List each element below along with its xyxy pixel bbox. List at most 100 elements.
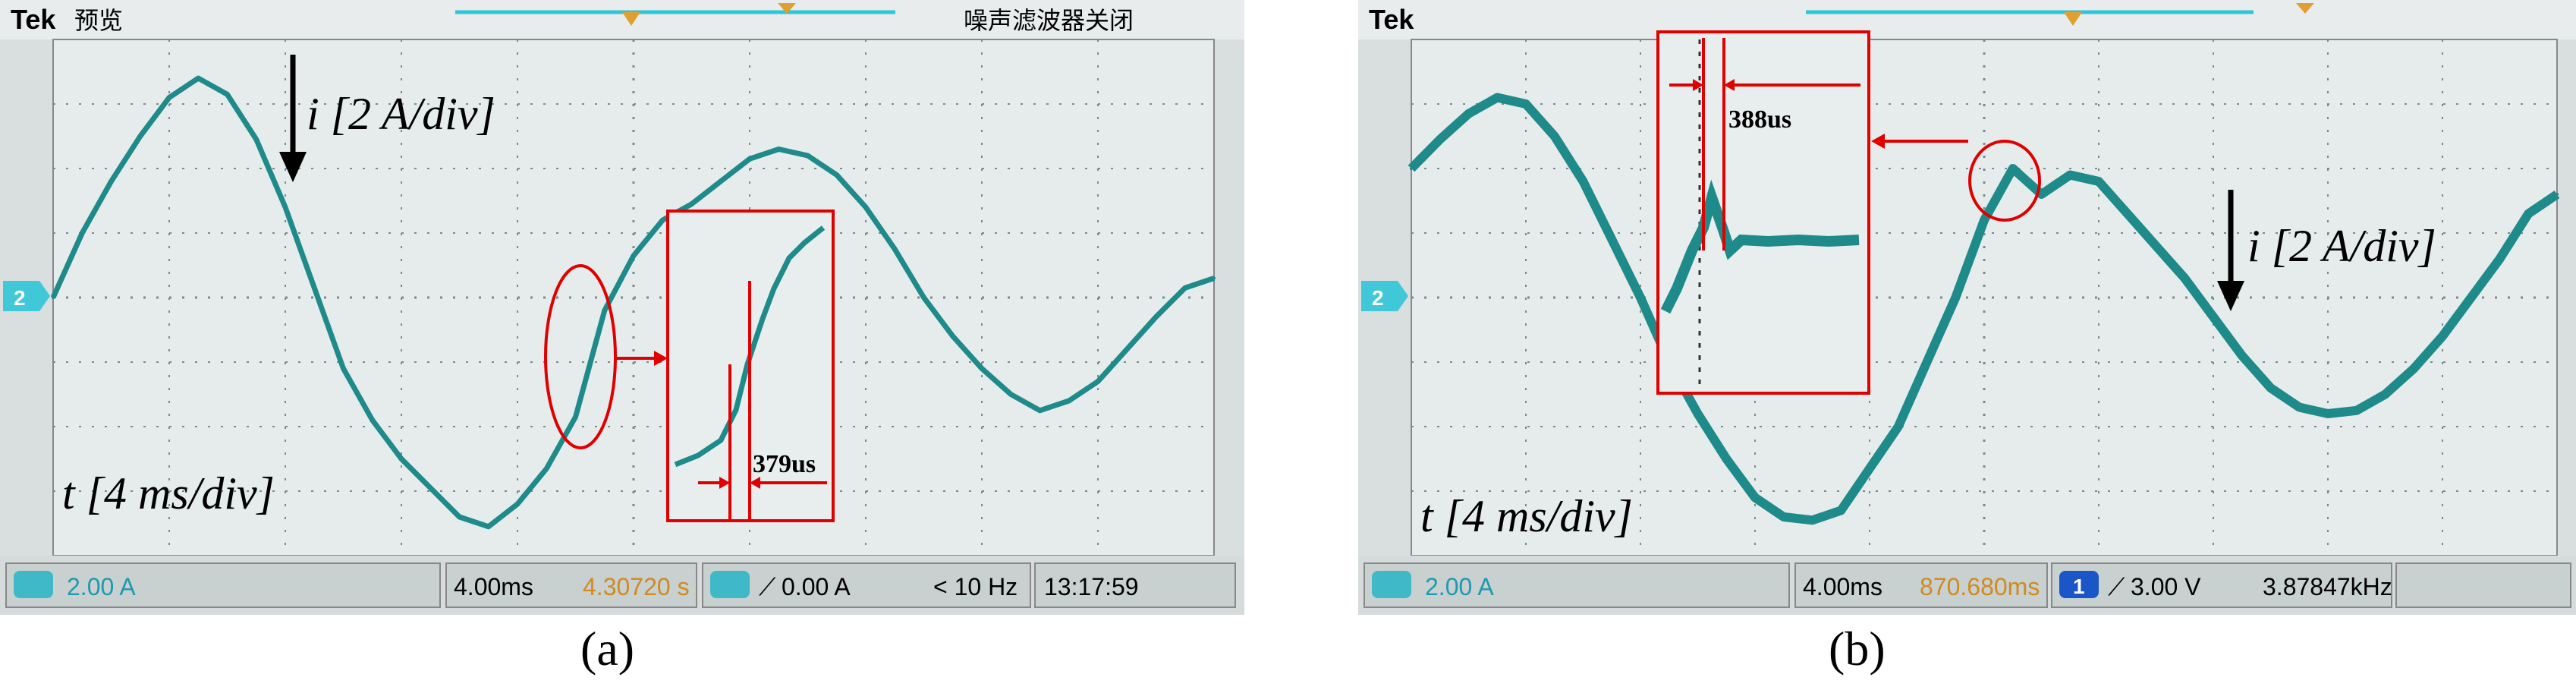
scope-b-sample-points: [1410, 96, 2559, 522]
scope-b-channel-number: 2: [1372, 286, 1384, 310]
scope-a-data-point: [458, 515, 461, 518]
scope-b-data-point: [2527, 212, 2530, 216]
scope-b-data-point: [2383, 392, 2387, 396]
scope-b-data-point: [1496, 96, 1499, 99]
scope-b-data-point: [1725, 457, 1728, 461]
scope-b-arrow-left-head: [1693, 79, 1703, 91]
scope-a-data-point: [429, 486, 432, 490]
scope-a-arrow-left-head: [719, 477, 730, 489]
scope-b-readout-box-2: [1794, 562, 2048, 608]
scope-b-data-point: [2269, 386, 2272, 389]
scope-a-data-point: [1213, 276, 1216, 280]
scope-a-data-point: [690, 202, 694, 206]
scope-b-position: 870.680ms: [1920, 573, 2040, 600]
subfigure-label-b: (b): [1829, 622, 1886, 676]
scope-b-trigger-channel: 1: [2073, 575, 2085, 598]
scope-panel-b: Tek 2 388us i [2 A/div] t [4 ms/div]: [1358, 0, 2576, 690]
scope-b-zoom-ellipse: [1968, 140, 2041, 222]
scope-a-zoom-ellipse: [544, 264, 617, 449]
scope-b-readout-box-1: [1363, 562, 1790, 608]
scope-a-data-point: [370, 418, 374, 422]
scope-b-data-point: [2068, 173, 2072, 177]
scope-a-svg: Tek 预览 噪声滤波器关闭 2 379us i [2 A/div] t [4 …: [0, 0, 1244, 615]
scope-b-data-point: [1810, 518, 1814, 522]
scope-a-readout-box-1: [5, 562, 441, 608]
scope-b-data-point: [1524, 102, 1527, 106]
scope-b-inset-annotation: 388us: [1728, 106, 1791, 134]
scope-a-data-point: [1183, 286, 1187, 290]
scope-a-channel-number: 2: [14, 286, 26, 310]
scope-a-callout-arrow-head: [654, 351, 668, 366]
scope-a-status-right: 噪声滤波器关闭: [964, 6, 1134, 35]
scope-a-trigger-badge: [710, 571, 750, 598]
scope-a-data-point: [1067, 399, 1071, 402]
scope-b-data-point: [2125, 212, 2129, 216]
scope-a-data-point: [951, 335, 955, 338]
scope-b-data-point: [1896, 425, 1900, 428]
scope-b-arrow-right-head: [1724, 79, 1735, 91]
scope-a-data-point: [602, 309, 606, 312]
scope-b-data-point: [2097, 180, 2100, 183]
scope-b-data-point: [1410, 167, 1413, 170]
scope-b-data-point: [1438, 137, 1442, 141]
scope-a-window-marker-icon: [778, 3, 796, 14]
scope-a-data-point: [109, 180, 113, 183]
scope-a-current-arrow-head: [279, 152, 307, 182]
scope-b-inset-trace: [1660, 179, 1860, 314]
scope-b-channel-scale: 2.00 A: [1425, 573, 1494, 600]
scope-a-data-point: [313, 286, 316, 290]
scope-a-data-point: [661, 219, 665, 222]
scope-a-data-point: [748, 157, 751, 161]
subfigure-label-a: (a): [580, 622, 635, 676]
scope-a-data-point: [1096, 380, 1099, 383]
scope-b-brand: Tek: [1369, 4, 1414, 35]
scope-a-data-point: [806, 154, 810, 157]
scope-a-data-point: [168, 96, 171, 99]
scope-a-data-point: [138, 134, 142, 138]
scope-b-trigger-pos-icon: [2296, 3, 2314, 14]
scope-b-data-point: [2240, 354, 2244, 358]
scope-a-channel-marker: [3, 281, 50, 311]
scope-b-data-point: [2498, 257, 2502, 260]
scope-a-data-point: [777, 147, 781, 151]
scope-b-data-point: [1983, 219, 1986, 222]
scope-a-data-point: [922, 296, 926, 299]
scope-a-data-point: [341, 367, 345, 370]
scope-b-timebase: 4.00ms: [1803, 573, 1882, 600]
scope-b-data-point: [2183, 276, 2187, 280]
scope-a-channel-scale: 2.00 A: [67, 573, 136, 600]
scope-a-frequency: < 10 Hz: [933, 573, 1018, 600]
scope-a-position: 4.30720 s: [583, 573, 690, 600]
scope-b-data-point: [1639, 296, 1642, 299]
scope-b-data-point: [1610, 238, 1614, 241]
scope-b-data-point: [1839, 509, 1843, 512]
scope-a-trigger-icon: ⟋: [759, 573, 776, 600]
scope-b-svg: Tek 2 388us i [2 A/div] t [4 ms/div]: [1358, 0, 2576, 615]
scope-panel-a: Tek 预览 噪声滤波器关闭 2 379us i [2 A/div] t [4 …: [0, 0, 1244, 690]
scope-b-zoom-inset: [1656, 30, 1870, 395]
scope-a-data-point: [893, 247, 897, 251]
scope-b-data-point: [1552, 134, 1556, 138]
scope-a-status-bar: [0, 0, 1244, 39]
scope-b-data-point: [2326, 412, 2329, 415]
scope-b-callout-arrow-head: [1871, 134, 1885, 149]
scope-a-trigger-pos-icon: [622, 12, 640, 26]
scope-b-frequency: 3.87847kHz: [2263, 573, 2392, 600]
scope-a-trigger-level: 0.00 A: [782, 573, 851, 600]
scope-b-data-point: [1754, 496, 1757, 499]
scope-b-data-point: [2412, 367, 2416, 370]
scope-b-data-point: [2298, 405, 2301, 409]
scope-b-data-point: [1925, 361, 1929, 364]
scope-a-timebase: 4.00ms: [454, 573, 533, 600]
scope-a-inset-annotation: 379us: [753, 450, 816, 478]
scope-a-sample-points: [52, 77, 1216, 528]
scope-a-brand: Tek: [11, 4, 56, 35]
scope-a-data-point: [197, 77, 200, 80]
scope-a-data-point: [284, 206, 287, 209]
scope-a-grid: [53, 39, 1214, 556]
scope-b-data-point: [2441, 335, 2444, 338]
scope-b-data-point: [2556, 193, 2559, 196]
scope-a-data-point: [486, 525, 490, 528]
scope-b-data-point: [1954, 296, 1958, 299]
scope-a-readout-box-3: [702, 562, 1031, 608]
